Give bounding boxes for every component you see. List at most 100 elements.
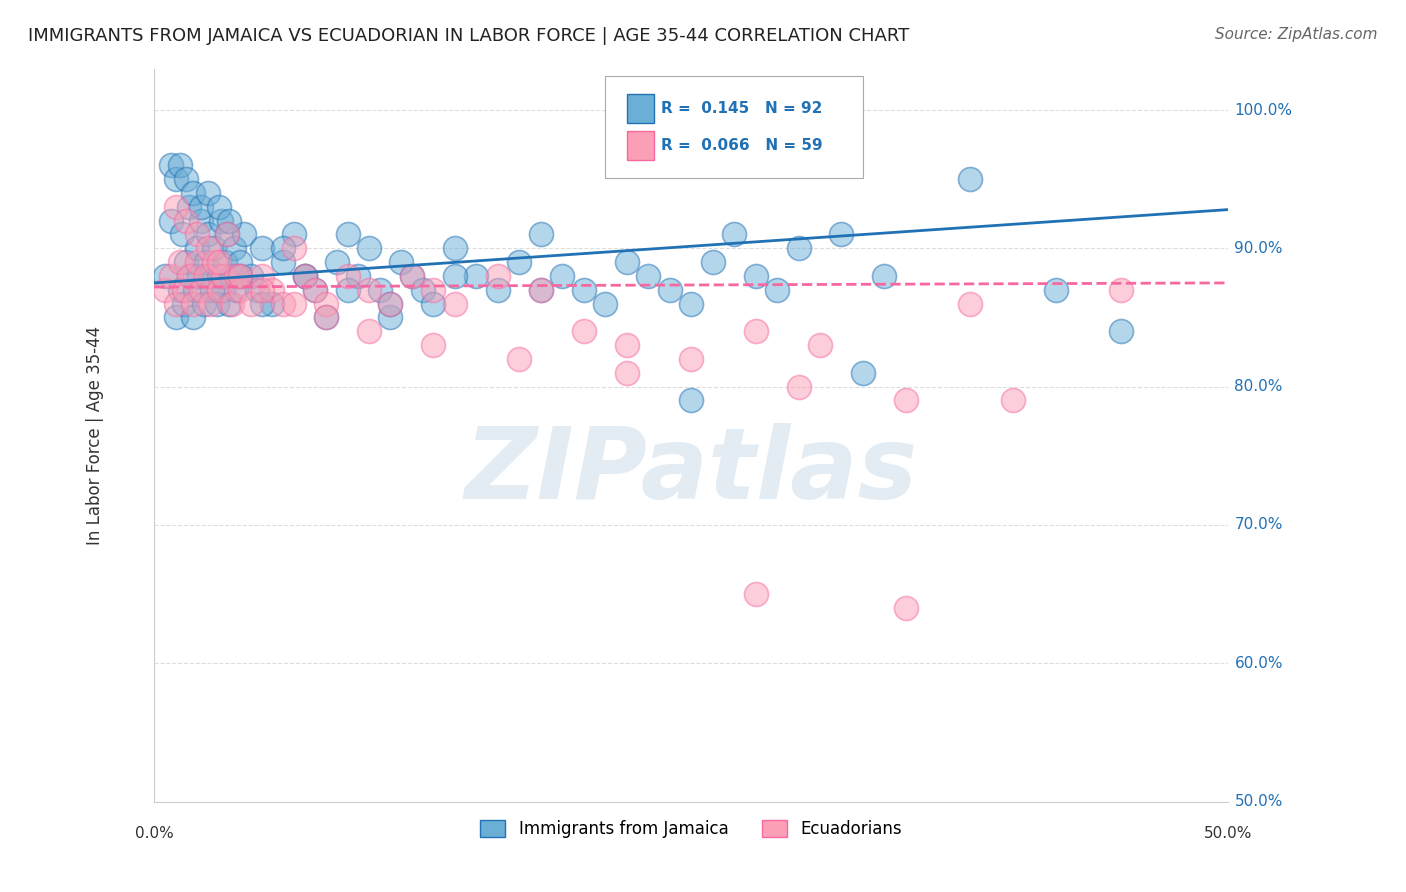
Text: Source: ZipAtlas.com: Source: ZipAtlas.com [1215, 27, 1378, 42]
Text: 100.0%: 100.0% [1234, 103, 1292, 118]
Point [229, 255, 252, 269]
Point [233, 227, 256, 242]
Point [190, 200, 212, 214]
Point [336, 283, 359, 297]
Point [198, 296, 221, 310]
Point [593, 296, 616, 310]
Point [197, 227, 219, 242]
Point [177, 268, 200, 283]
Text: 50.0%: 50.0% [1204, 827, 1253, 841]
Point [572, 283, 595, 297]
Point [336, 268, 359, 283]
Point [229, 283, 252, 297]
Point [184, 283, 207, 297]
Point [616, 366, 638, 380]
Point [218, 296, 240, 310]
Point [197, 186, 219, 200]
Point [723, 227, 745, 242]
Point [444, 241, 467, 255]
Point [160, 213, 183, 227]
Point [176, 213, 198, 227]
Point [271, 296, 294, 310]
Point [787, 379, 810, 393]
Text: In Labor Force | Age 35-44: In Labor Force | Age 35-44 [86, 326, 104, 545]
Point [283, 296, 305, 310]
Point [209, 213, 232, 227]
Point [766, 283, 789, 297]
Point [894, 601, 917, 615]
Point [959, 296, 981, 310]
Point [486, 268, 509, 283]
Point [212, 268, 235, 283]
Point [304, 283, 326, 297]
Point [465, 268, 488, 283]
Point [681, 351, 703, 366]
Text: 50.0%: 50.0% [1234, 794, 1282, 809]
Point [202, 255, 225, 269]
Point [1002, 393, 1025, 408]
Text: ZIPatlas: ZIPatlas [464, 423, 918, 520]
Point [181, 186, 204, 200]
Point [173, 296, 195, 310]
Point [225, 283, 247, 297]
Point [1109, 324, 1132, 338]
Text: IMMIGRANTS FROM JAMAICA VS ECUADORIAN IN LABOR FORCE | AGE 35-44 CORRELATION CHA: IMMIGRANTS FROM JAMAICA VS ECUADORIAN IN… [28, 27, 910, 45]
Point [508, 351, 530, 366]
Point [572, 324, 595, 338]
Point [172, 227, 194, 242]
Point [486, 283, 509, 297]
Point [894, 393, 917, 408]
Point [744, 268, 766, 283]
Point [852, 366, 875, 380]
Point [217, 227, 239, 242]
Point [294, 268, 316, 283]
Point [208, 200, 231, 214]
Point [177, 200, 200, 214]
Point [222, 241, 245, 255]
Point [702, 255, 724, 269]
Point [208, 255, 231, 269]
Point [530, 283, 553, 297]
Point [201, 283, 224, 297]
Point [681, 296, 703, 310]
Point [262, 283, 284, 297]
Point [873, 268, 896, 283]
Point [153, 283, 176, 297]
Point [194, 268, 217, 283]
Point [193, 296, 215, 310]
Point [616, 338, 638, 352]
Point [221, 268, 243, 283]
Point [188, 268, 211, 283]
Point [1045, 283, 1067, 297]
Point [186, 227, 208, 242]
Point [347, 268, 370, 283]
Point [357, 241, 380, 255]
FancyBboxPatch shape [605, 76, 863, 178]
Point [229, 268, 252, 283]
Point [830, 227, 852, 242]
Point [165, 172, 187, 186]
Point [380, 296, 402, 310]
Point [368, 283, 391, 297]
Point [389, 255, 412, 269]
Point [169, 255, 191, 269]
Point [357, 324, 380, 338]
Point [221, 296, 243, 310]
Point [315, 310, 337, 325]
Point [444, 268, 467, 283]
Point [246, 283, 269, 297]
Point [194, 255, 217, 269]
Point [637, 268, 659, 283]
Point [181, 296, 204, 310]
Point [190, 283, 212, 297]
Text: 0.0%: 0.0% [135, 827, 173, 841]
Point [217, 227, 239, 242]
Point [357, 283, 380, 297]
Text: 70.0%: 70.0% [1234, 517, 1282, 533]
Point [326, 255, 349, 269]
Point [153, 268, 176, 283]
Point [1109, 283, 1132, 297]
Point [681, 393, 703, 408]
Point [180, 268, 202, 283]
Point [530, 283, 553, 297]
